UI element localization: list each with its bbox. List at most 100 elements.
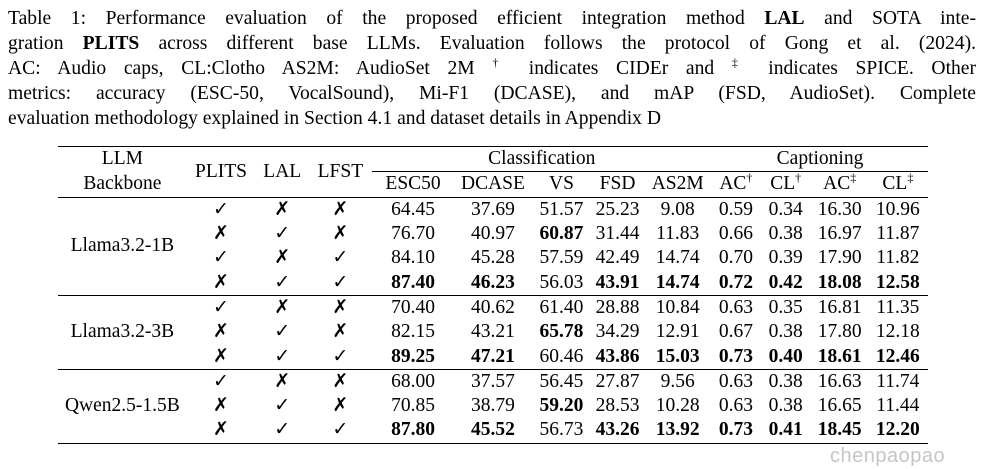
column-label: CL	[882, 173, 908, 195]
column-header-ac: AC†	[712, 172, 760, 197]
metric-cell: 15.03	[655, 345, 700, 367]
metric-cell: 17.90	[817, 247, 862, 269]
table-row: Qwen2.5-1.5B ✓ ✗ ✗ 68.00 37.57 56.45 27.87 9.56 0…	[58, 369, 928, 416]
lal-check-icon: ✓	[274, 419, 291, 441]
lal-check-icon: ✓	[274, 395, 291, 417]
metric-cell: 89.25	[391, 345, 435, 367]
plits-check-icon: ✓	[213, 247, 229, 269]
metric-cell: 0.38	[768, 370, 803, 392]
metric-cell: 61.40	[539, 296, 584, 318]
metric-cell: 11.82	[876, 247, 920, 269]
metric-cell: 0.67	[718, 321, 753, 343]
table-row: ✗ ✓ ✓ 89.25 47.21 60.46 43.86 15.03 0.73 0.40 18.6…	[58, 344, 928, 369]
metric-cell: 0.63	[718, 296, 753, 318]
metric-cell: 76.70	[391, 223, 435, 245]
metric-cell: 70.40	[391, 296, 435, 318]
column-symbol: ‡	[850, 170, 857, 185]
metric-cell: 0.42	[768, 271, 803, 293]
metric-cell: 10.28	[655, 395, 700, 417]
metric-cell: 0.38	[768, 321, 803, 343]
metric-cell: 87.80	[391, 419, 435, 441]
metric-cell: 37.57	[471, 370, 515, 392]
metric-cell: 11.44	[876, 395, 920, 417]
table-row: Llama3.2-3B ✓ ✗ ✗ 70.40 40.62 61.40 28.88 10.84 0…	[58, 295, 928, 342]
table-row: ✗ ✓ ✓ 87.40 46.23 56.03 43.91 14.74 0.72 0.42 18.0…	[58, 270, 928, 295]
metric-cell: 87.40	[391, 271, 435, 293]
lfst-check-icon: ✓	[332, 345, 349, 367]
plits-check-icon: ✓	[213, 370, 229, 392]
metric-cell: 0.73	[718, 419, 753, 441]
table-row: Llama3.2-1B ✓ ✗ ✗ 64.45 37.69 51.57 25.23 9.08 0.…	[58, 197, 928, 256]
caption-bold-text: LAL	[764, 8, 805, 29]
caption-text: gration	[8, 33, 83, 54]
metric-cell: 16.65	[817, 395, 862, 417]
lfst-cross-icon: ✗	[332, 223, 349, 245]
column-label: AS2M	[651, 173, 704, 195]
metric-cell: 46.23	[471, 271, 515, 293]
metric-cell: 16.97	[817, 223, 862, 245]
metric-cell: 42.49	[595, 247, 640, 269]
metric-cell: 0.70	[718, 247, 753, 269]
metric-cell: 82.15	[391, 321, 435, 343]
column-header-esc50: ESC50	[372, 172, 455, 197]
column-header-as2m: AS2M	[643, 172, 712, 197]
metric-cell: 56.45	[539, 370, 584, 392]
backbone-name: Llama3.2-1B	[70, 235, 175, 257]
lfst-cross-icon: ✗	[332, 321, 349, 343]
metric-cell: 12.20	[875, 419, 920, 441]
metric-cell: 37.69	[471, 198, 515, 220]
lal-cross-icon: ✗	[274, 247, 291, 269]
metric-cell: 40.62	[471, 296, 515, 318]
metric-cell: 9.08	[660, 198, 695, 220]
metric-cell: 0.73	[718, 345, 753, 367]
metric-cell: 0.41	[768, 419, 803, 441]
metric-cell: 0.35	[768, 296, 803, 318]
table-row: ✗ ✓ ✗ 82.15 43.21 65.78 34.29 12.91 0.67 0.38 17.8…	[58, 320, 928, 344]
metric-cell: 38.79	[471, 395, 515, 417]
metric-cell: 0.34	[768, 198, 803, 220]
metric-cell: 60.87	[539, 223, 584, 245]
caption-line: AC: Audio caps, CL:Clotho AS2M: AudioSet…	[8, 56, 976, 81]
metric-cell: 12.91	[655, 321, 700, 343]
lal-cross-icon: ✗	[274, 296, 291, 318]
caption-text: metrics: accuracy (ESC-50, VocalSound), …	[8, 83, 976, 104]
metric-cell: 12.46	[875, 345, 920, 367]
column-label: AC	[823, 173, 851, 195]
backbone-header-line1: LLM	[101, 148, 143, 170]
metric-cell: 43.91	[595, 271, 640, 293]
table-row: ✓ ✗ ✓ 84.10 45.28 57.59 42.49 14.74 0.70 0.39 17.9…	[58, 246, 928, 270]
metric-cell: 56.73	[539, 419, 584, 441]
metric-cell: 12.18	[875, 321, 920, 343]
watermark: chenpaopao	[830, 445, 946, 467]
caption-line: metrics: accuracy (ESC-50, VocalSound), …	[8, 81, 976, 106]
metric-cell: 27.87	[595, 370, 640, 392]
metric-cell: 0.63	[718, 370, 753, 392]
column-label: CL	[770, 173, 796, 195]
metric-cell: 13.92	[655, 419, 700, 441]
caption-text: and SOTA inte-	[804, 8, 976, 29]
plits-cross-icon: ✗	[213, 419, 229, 441]
lal-cross-icon: ✗	[274, 370, 291, 392]
plits-check-icon: ✓	[213, 198, 229, 220]
metric-cell: 28.88	[595, 296, 640, 318]
metric-cell: 0.72	[718, 271, 753, 293]
metric-cell: 34.29	[595, 321, 640, 343]
metric-cell: 0.63	[718, 395, 753, 417]
lfst-cross-icon: ✗	[332, 198, 349, 220]
lal-check-icon: ✓	[274, 345, 291, 367]
metric-cell: 18.45	[817, 419, 862, 441]
lal-check-icon: ✓	[274, 271, 291, 293]
lfst-check-icon: ✓	[332, 271, 349, 293]
column-label: ESC50	[385, 173, 441, 195]
column-label: VS	[549, 173, 574, 195]
caption-text: indicates CIDEr and	[511, 58, 732, 79]
column-header-ac: AC‡	[812, 172, 868, 197]
lfst-cross-icon: ✗	[332, 370, 349, 392]
plits-cross-icon: ✗	[213, 321, 229, 343]
classification-header: Classification	[371, 146, 712, 173]
lfst-cross-icon: ✗	[332, 395, 349, 417]
metric-cell: 10.84	[655, 296, 700, 318]
metric-cell: 0.59	[718, 198, 753, 220]
caption-line: Table 1: Performance evaluation of the p…	[8, 6, 976, 31]
caption-text: evaluation methodology explained in Sect…	[8, 108, 661, 129]
